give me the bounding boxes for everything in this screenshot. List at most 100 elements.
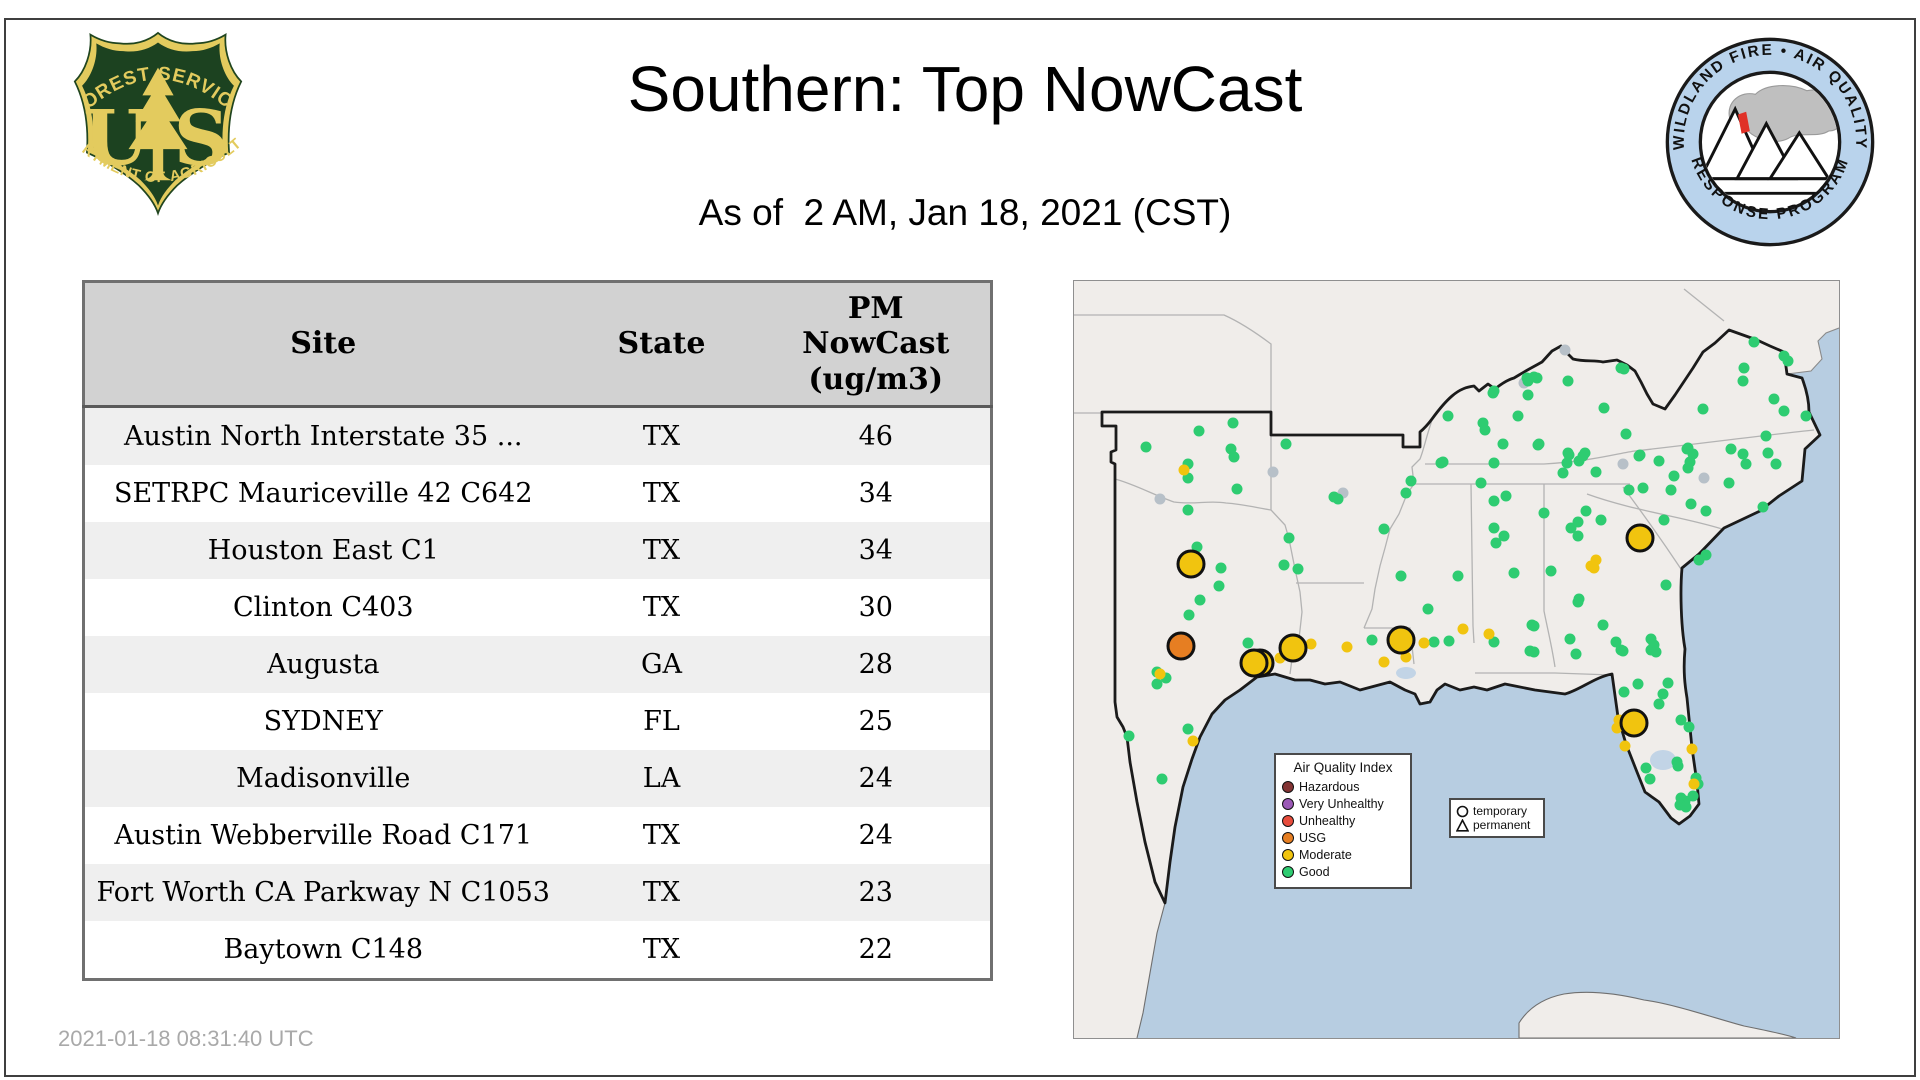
pm-cell: 28 [858, 649, 893, 680]
permanent-site-marker [1619, 740, 1631, 752]
permanent-site-marker [1595, 514, 1607, 526]
permanent-site-marker [1545, 565, 1557, 577]
permanent-site-marker [1680, 801, 1692, 813]
aqi-legend-item: Unhealthy [1282, 813, 1404, 829]
permanent-site-marker [1422, 603, 1434, 615]
permanent-site-marker [1687, 448, 1699, 460]
permanent-site-marker [1487, 387, 1499, 399]
permanent-site-marker [1737, 448, 1749, 460]
aqi-legend: Air Quality Index Hazardous Very Unhealth… [1274, 753, 1412, 889]
permanent-site-marker [1572, 596, 1584, 608]
permanent-site-marker [1154, 493, 1166, 505]
temporary-site-marker [1386, 625, 1416, 655]
permanent-site-marker [1687, 790, 1699, 802]
permanent-site-marker [1770, 458, 1782, 470]
temporary-site-marker [1239, 648, 1269, 678]
site-cell: Clinton C403 [232, 592, 414, 623]
chesapeake-coast [1786, 327, 1839, 375]
permanent-site-marker [1633, 450, 1645, 462]
nowcast-table: Site State PM NowCast (ug/m3) Austin North… [82, 280, 993, 981]
permanent-site-marker [1267, 466, 1279, 478]
state-cell: TX [642, 478, 681, 509]
pm-cell: 34 [858, 535, 893, 566]
state-cell: TX [642, 820, 681, 851]
permanent-site-marker [1632, 678, 1644, 690]
permanent-site-marker [1178, 464, 1190, 476]
permanent-site-marker [1675, 714, 1687, 726]
permanent-site-marker [1580, 505, 1592, 517]
pm-cell: 25 [858, 706, 893, 737]
permanent-site-marker [1562, 375, 1574, 387]
aqi-legend-item: Good [1282, 864, 1404, 880]
smoke-cloud [1728, 85, 1838, 142]
permanent-site-marker [1686, 743, 1698, 755]
permanent-site-marker [1590, 466, 1602, 478]
permanent-site-marker [1215, 562, 1227, 574]
permanent-site-marker [1748, 336, 1760, 348]
fs-logo-s: S [174, 93, 229, 183]
permanent-site-marker [1488, 495, 1500, 507]
permanent-site-marker [1490, 537, 1502, 549]
site-cell: Austin Webberville Road C171 [114, 820, 533, 851]
permanent-site-marker [1657, 688, 1669, 700]
permanent-site-marker [1508, 567, 1520, 579]
marker-legend-item: temporary [1456, 804, 1538, 818]
aqi-swatch-icon [1282, 832, 1294, 844]
permanent-site-marker [1278, 559, 1290, 571]
permanent-site-marker [1395, 570, 1407, 582]
region-boundary [1100, 328, 1822, 905]
pm-cell: 46 [858, 421, 893, 452]
lake-pontchartrain [1396, 667, 1416, 679]
table-row: SYDNEY FL 25 [83, 693, 992, 750]
permanent-site-marker [1618, 686, 1630, 698]
permanent-site-marker [1570, 648, 1582, 660]
table-row: Augusta GA 28 [83, 636, 992, 693]
table-header-row: Site State PM NowCast (ug/m3) [83, 281, 992, 408]
column-header-pm: PM NowCast (ug/m3) [761, 281, 992, 408]
aqi-swatch-icon [1282, 781, 1294, 793]
aqi-legend-label: USG [1299, 831, 1327, 845]
aqi-legend-item: Very Unhealthy [1282, 796, 1404, 812]
temporary-site-marker [1166, 631, 1196, 661]
permanent-site-marker [1154, 668, 1166, 680]
permanent-site-marker [1737, 375, 1749, 387]
marker-type-legend: temporary permanent [1449, 798, 1545, 838]
state-cell: TX [642, 934, 681, 965]
mexico-coast [1136, 902, 1166, 1038]
permanent-site-marker [1187, 735, 1199, 747]
table-row: SETRPC Mauriceville 42 C642 TX 34 [83, 465, 992, 522]
permanent-site-marker [1653, 455, 1665, 467]
state-cell: TX [642, 592, 681, 623]
permanent-site-marker [1740, 458, 1752, 470]
permanent-site-marker [1672, 760, 1684, 772]
table-row: Clinton C403 TX 30 [83, 579, 992, 636]
permanent-site-marker [1488, 457, 1500, 469]
page-subtitle: As of 2 AM, Jan 18, 2021 (CST) [698, 192, 1232, 233]
permanent-site-marker [1428, 636, 1440, 648]
state-cell: FL [643, 706, 680, 737]
aqi-swatch-icon [1282, 815, 1294, 827]
table-row: Austin North Interstate 35 ... TX 46 [83, 406, 992, 465]
aqi-map: Air Quality Index Hazardous Very Unhealth… [1073, 280, 1840, 1039]
permanent-site-marker [1617, 458, 1629, 470]
permanent-site-marker [1183, 609, 1195, 621]
permanent-site-marker [1685, 498, 1697, 510]
permanent-site-marker [1561, 457, 1573, 469]
permanent-site-marker [1762, 447, 1774, 459]
permanent-site-marker [1400, 487, 1412, 499]
permanent-site-marker [1653, 698, 1665, 710]
permanent-site-marker [1725, 443, 1737, 455]
permanent-site-marker [1498, 530, 1510, 542]
permanent-site-marker [1443, 635, 1455, 647]
pm-cell: 22 [858, 934, 893, 965]
site-cell: Madisonville [236, 763, 411, 794]
permanent-site-marker [1760, 430, 1772, 442]
map-canvas [1074, 281, 1839, 1038]
nowcast-table-container: Site State PM NowCast (ug/m3) Austin North… [82, 280, 993, 981]
permanent-site-marker [1475, 477, 1487, 489]
permanent-site-marker [1620, 428, 1632, 440]
aqi-legend-label: Unhealthy [1299, 814, 1356, 828]
permanent-site-marker [1693, 554, 1705, 566]
state-cell: TX [642, 877, 681, 908]
table-row: Baytown C148 TX 22 [83, 921, 992, 980]
